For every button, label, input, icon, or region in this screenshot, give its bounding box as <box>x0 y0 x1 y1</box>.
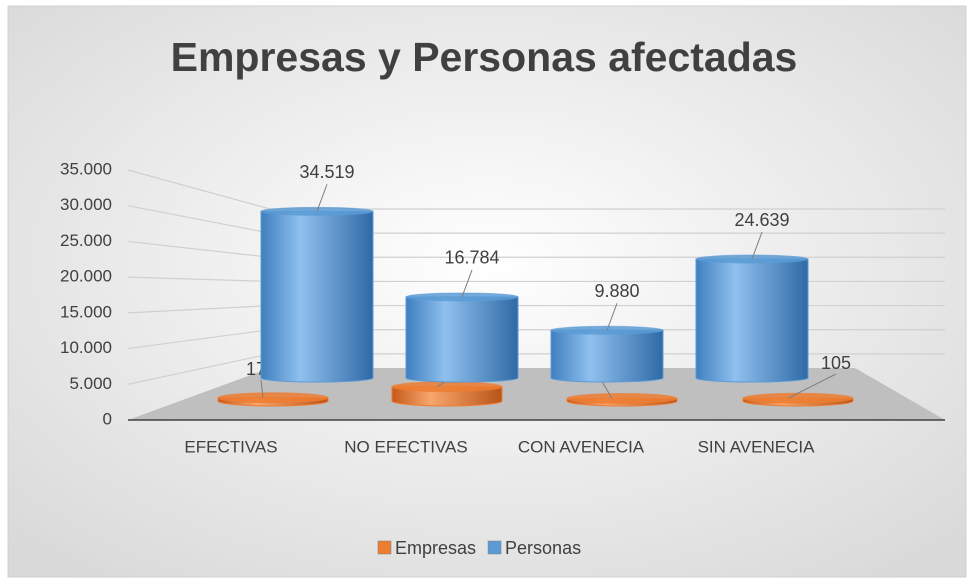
cylinder <box>405 296 519 383</box>
x-tick-label: SIN AVENECIA <box>698 437 815 456</box>
y-tick-label: 35.000 <box>60 159 112 178</box>
leader-line <box>751 231 763 260</box>
y-tick-label: 10.000 <box>60 338 112 357</box>
data-label: 16.784 <box>444 248 499 268</box>
leader-line <box>316 184 328 212</box>
leader-line <box>606 303 618 331</box>
chart-title: Empresas y Personas afectadas <box>171 34 798 80</box>
x-tick-label: NO EFECTIVAS <box>344 437 467 456</box>
data-label: 9.880 <box>594 281 639 301</box>
legend-swatch <box>377 540 392 555</box>
y-tick-label: 25.000 <box>60 231 112 250</box>
cylinder-top <box>391 381 503 393</box>
x-tick-label: CON AVENECIA <box>518 437 645 456</box>
y-tick-label: 5.000 <box>69 374 112 393</box>
y-tick-label: 15.000 <box>60 302 112 321</box>
cylinder-top <box>217 392 329 404</box>
data-label: 34.519 <box>299 162 354 182</box>
legend-label: Personas <box>505 538 581 558</box>
legend-swatch <box>487 540 502 555</box>
cylinder-top <box>742 392 854 404</box>
leader-line <box>787 373 837 399</box>
leader-line <box>260 379 264 398</box>
y-tick-label: 30.000 <box>60 195 112 214</box>
x-tick-label: EFECTIVAS <box>184 437 277 456</box>
cylinder-top <box>566 392 678 404</box>
data-label: 24.639 <box>734 210 789 230</box>
cylinder <box>260 210 374 383</box>
legend-label: Empresas <box>395 538 476 558</box>
data-label: 105 <box>821 353 851 373</box>
y-tick-label: 20.000 <box>60 267 112 286</box>
y-tick-label: 0 <box>103 409 112 428</box>
cylinder <box>695 258 809 383</box>
chart-frame <box>7 5 967 578</box>
leader-line <box>461 269 473 298</box>
cylinder <box>550 329 664 383</box>
